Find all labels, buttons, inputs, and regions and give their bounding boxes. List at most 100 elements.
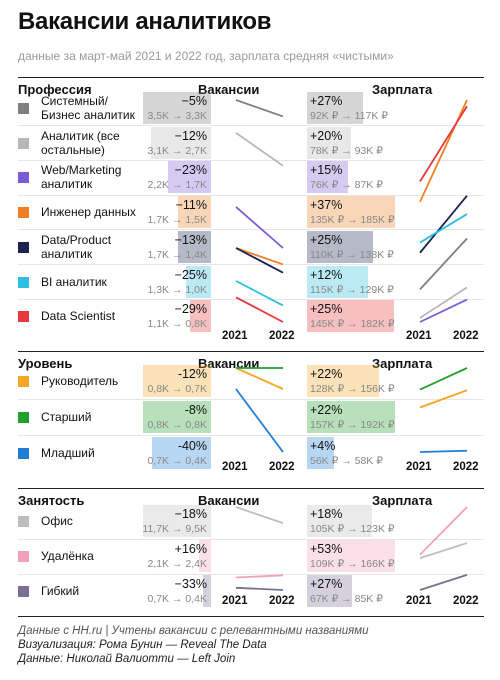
- legend-swatch: [18, 551, 29, 562]
- row-label: Гибкий: [41, 584, 80, 598]
- salary-change: +37%: [310, 198, 343, 213]
- vacancy-bar: [151, 437, 211, 469]
- salary-range: 56K ₽ → 58K ₽: [310, 455, 383, 467]
- row-divider: [18, 399, 484, 400]
- row-label: Web/Marketing аналитик: [41, 163, 122, 192]
- vacancy-change: −11%: [175, 198, 207, 213]
- row-divider: [18, 435, 484, 436]
- legend-swatch: [18, 516, 29, 527]
- vacancy-slope-line: [235, 132, 284, 167]
- legend-swatch: [18, 172, 29, 184]
- vacancy-slope-line: [235, 99, 284, 118]
- vacancy-change: -8%: [184, 403, 207, 417]
- legend-swatch: [18, 207, 29, 219]
- salary-slope-line: [419, 237, 468, 291]
- salary-range: 67K ₽ → 85K ₽: [310, 593, 383, 605]
- salary-bar: [307, 196, 395, 229]
- salary-bar: [307, 126, 352, 159]
- vacancy-slope-line: [235, 206, 284, 249]
- vacancy-slope-line: [235, 574, 284, 579]
- vacancy-bar: [177, 230, 211, 263]
- footer-source: Данные с HH.ru | Учтены вакансии с релев…: [18, 625, 369, 637]
- salary-range: 110K ₽ → 138K ₽: [310, 248, 394, 261]
- vacancy-range: 3,1K → 2,7K: [147, 144, 207, 157]
- vacancy-bar: [168, 161, 211, 194]
- vacancy-slope-line: [235, 247, 284, 266]
- vacancy-bar: [143, 365, 211, 397]
- salary-range: 157K ₽ → 192K ₽: [310, 419, 395, 431]
- legend-swatch: [18, 103, 29, 114]
- salary-year-start: 2021: [406, 461, 432, 473]
- salary-slope-line: [419, 286, 468, 319]
- vacancy-change: −29%: [174, 302, 207, 317]
- row-label: Data/Product аналитик: [41, 232, 112, 261]
- vacancy-change: −13%: [174, 232, 207, 247]
- row-label: Аналитик (все остальные): [41, 128, 120, 157]
- salary-slope-line: [419, 389, 468, 409]
- row-label: Удалёнка: [41, 549, 94, 563]
- salary-change: +27%: [310, 577, 343, 591]
- vacancy-bar: [198, 540, 211, 572]
- salary-slope-line: [419, 195, 468, 254]
- salary-change: +12%: [310, 267, 343, 282]
- salary-slope-line: [419, 542, 468, 559]
- salary-bar: [307, 230, 373, 263]
- salary-year-end: 2022: [453, 595, 479, 607]
- row-label: BI аналитик: [41, 274, 107, 289]
- vacancy-range: 0,7K → 0,4K: [147, 593, 207, 605]
- salary-range: 105K ₽ → 123K ₽: [310, 523, 395, 535]
- salary-range: 135K ₽ → 185K ₽: [310, 214, 395, 227]
- vacancy-slope-line: [235, 296, 284, 323]
- row-divider: [18, 298, 484, 300]
- vacancy-bar: [203, 575, 211, 607]
- vacancy-year-end: 2022: [269, 330, 295, 342]
- salary-year-end: 2022: [453, 461, 479, 473]
- vacancy-slope-line: [235, 586, 284, 591]
- vacancy-year-start: 2021: [222, 330, 248, 342]
- vacancy-range: 0,8K → 0,7K: [147, 383, 207, 395]
- salary-slope-line: [419, 298, 468, 323]
- salary-change: +20%: [310, 128, 343, 143]
- column-title-salary: Зарплата: [372, 82, 433, 97]
- chart-subtitle: данные за март-май 2021 и 2022 год, зарп…: [18, 49, 394, 63]
- row-label: Инженер данных: [41, 205, 136, 220]
- legend-swatch: [18, 276, 29, 288]
- vacancy-slope-line: [235, 247, 284, 274]
- salary-bar: [307, 161, 349, 194]
- salary-bar: [307, 365, 379, 397]
- row-divider: [18, 573, 484, 575]
- vacancy-year-start: 2021: [222, 461, 248, 473]
- salary-slope-line: [419, 105, 468, 182]
- vacancy-bar: [185, 265, 211, 298]
- row-label: Системный/ Бизнес аналитик: [41, 94, 135, 122]
- row-divider: [18, 125, 484, 127]
- salary-range: 128K ₽ → 156K ₽: [310, 383, 395, 395]
- salary-slope-line: [419, 506, 468, 556]
- column-title-salary: Зарплата: [372, 356, 433, 371]
- salary-year-end: 2022: [453, 330, 479, 342]
- vacancy-bar: [150, 126, 211, 159]
- legend-swatch: [18, 137, 29, 149]
- vacancy-year-end: 2022: [269, 461, 295, 473]
- vacancy-change: −12%: [174, 128, 207, 143]
- salary-range: 78K ₽ → 93K ₽: [310, 144, 383, 157]
- salary-slope-line: [419, 449, 468, 453]
- vacancy-range: 1,1K → 0,8K: [147, 318, 207, 331]
- row-divider: [18, 194, 484, 196]
- row-divider: [18, 538, 484, 540]
- salary-change: +22%: [310, 367, 343, 381]
- row-label: Офис: [41, 514, 73, 528]
- salary-change: +53%: [310, 542, 343, 556]
- vacancy-range: 11,7K → 9,5K: [142, 523, 207, 535]
- salary-year-start: 2021: [406, 330, 432, 342]
- salary-year-start: 2021: [406, 595, 432, 607]
- salary-range: 115K ₽ → 129K ₽: [310, 283, 394, 296]
- salary-bar: [307, 265, 369, 298]
- vacancy-year-start: 2021: [222, 595, 248, 607]
- salary-change: +18%: [310, 507, 343, 521]
- vacancy-bar: [177, 196, 211, 229]
